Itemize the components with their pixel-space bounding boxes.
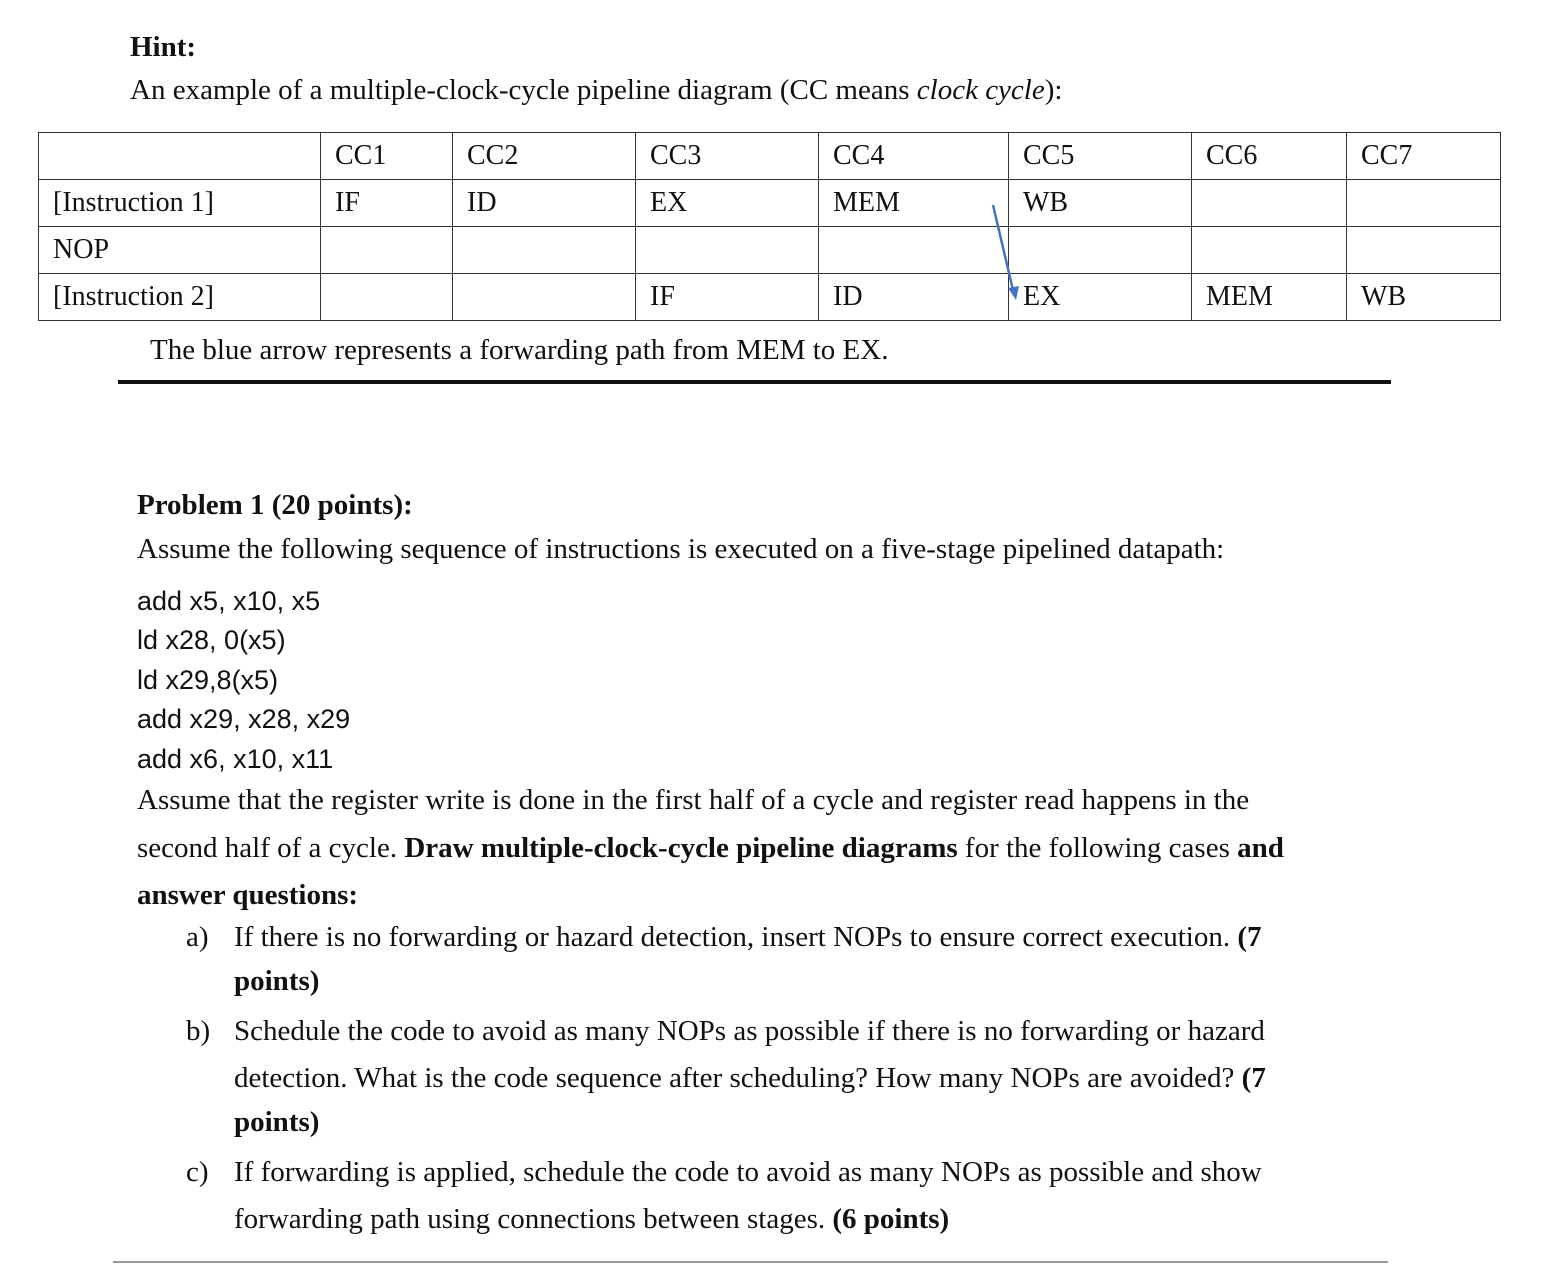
table-cell: ID [818, 273, 1009, 321]
bold-text: Draw multiple-clock-cycle pipeline diagr… [404, 832, 958, 864]
code-line: ld x29,8(x5) [137, 665, 279, 695]
table-cell [452, 273, 636, 321]
table-cell: [Instruction 2] [38, 273, 321, 321]
item-b-line: Schedule the code to avoid as many NOPs … [234, 1015, 1265, 1047]
item-b-line: detection. What is the code sequence aft… [234, 1060, 1266, 1096]
section-divider [118, 380, 1391, 384]
header-cell: CC1 [320, 132, 453, 180]
item-a-line: If there is no forwarding or hazard dete… [234, 919, 1262, 955]
table-header-row: CC1 CC2 CC3 CC4 CC5 CC6 CC7 [38, 132, 1501, 180]
item-c-line: forwarding path using connections betwee… [234, 1201, 949, 1237]
item-a-line: points) [234, 965, 320, 997]
problem-intro: Assume the following sequence of instruc… [137, 533, 1225, 565]
bold-text: (7 [1237, 921, 1262, 953]
table-caption: The blue arrow represents a forwarding p… [150, 334, 889, 366]
item-marker: a) [186, 921, 209, 953]
text: forwarding path using connections betwee… [234, 1203, 833, 1235]
table-cell: [Instruction 1] [38, 179, 321, 227]
intro-italic: clock cycle [916, 74, 1045, 106]
table-cell [635, 226, 819, 274]
code-line: add x6, x10, x11 [137, 744, 334, 774]
intro-suffix: ): [1044, 74, 1063, 106]
pipeline-table: CC1 CC2 CC3 CC4 CC5 CC6 CC7 [Instruction… [38, 132, 1501, 321]
header-cell: CC6 [1191, 132, 1347, 180]
table-row: [Instruction 2] IF ID EX MEM WB [38, 273, 1501, 321]
text: If there is no forwarding or hazard dete… [234, 921, 1238, 953]
item-c-line: If forwarding is applied, schedule the c… [234, 1156, 1262, 1188]
table-cell: ID [452, 179, 636, 227]
problem-title: Problem 1 (20 points): [137, 489, 413, 521]
table-cell [1191, 179, 1347, 227]
table-cell: WB [1346, 273, 1501, 321]
item-marker: c) [186, 1156, 209, 1188]
text: second half of a cycle. [137, 832, 405, 864]
code-line: ld x28, 0(x5) [137, 625, 286, 655]
table-cell [320, 226, 453, 274]
paragraph-line: Assume that the register write is done i… [137, 784, 1250, 816]
code-line: add x5, x10, x5 [137, 586, 321, 616]
table-cell: WB [1008, 179, 1192, 227]
bottom-divider [113, 1261, 1388, 1263]
text: detection. What is the code sequence aft… [234, 1062, 1242, 1094]
paragraph-line: answer questions: [137, 879, 359, 911]
code-line: add x29, x28, x29 [137, 704, 351, 734]
table-cell: IF [635, 273, 819, 321]
hint-heading: Hint: [130, 31, 197, 63]
bold-text: (7 [1241, 1062, 1266, 1094]
paragraph-line: second half of a cycle. Draw multiple-cl… [137, 830, 1284, 866]
table-cell: EX [1008, 273, 1192, 321]
hint-intro: An example of a multiple-clock-cycle pip… [130, 72, 1062, 108]
intro-text: An example of a multiple-clock-cycle pip… [130, 74, 917, 106]
table-cell: MEM [1191, 273, 1347, 321]
table-cell: MEM [818, 179, 1009, 227]
text: for the following cases [957, 832, 1238, 864]
table-row: NOP [38, 226, 1501, 274]
item-marker: b) [186, 1015, 211, 1047]
item-b-line: points) [234, 1106, 320, 1138]
table-cell [1008, 226, 1192, 274]
table-cell [1346, 179, 1501, 227]
bold-text: (6 points) [832, 1203, 950, 1235]
forwarding-arrow [991, 204, 1019, 300]
table-cell: EX [635, 179, 819, 227]
bold-text: and [1237, 832, 1284, 864]
